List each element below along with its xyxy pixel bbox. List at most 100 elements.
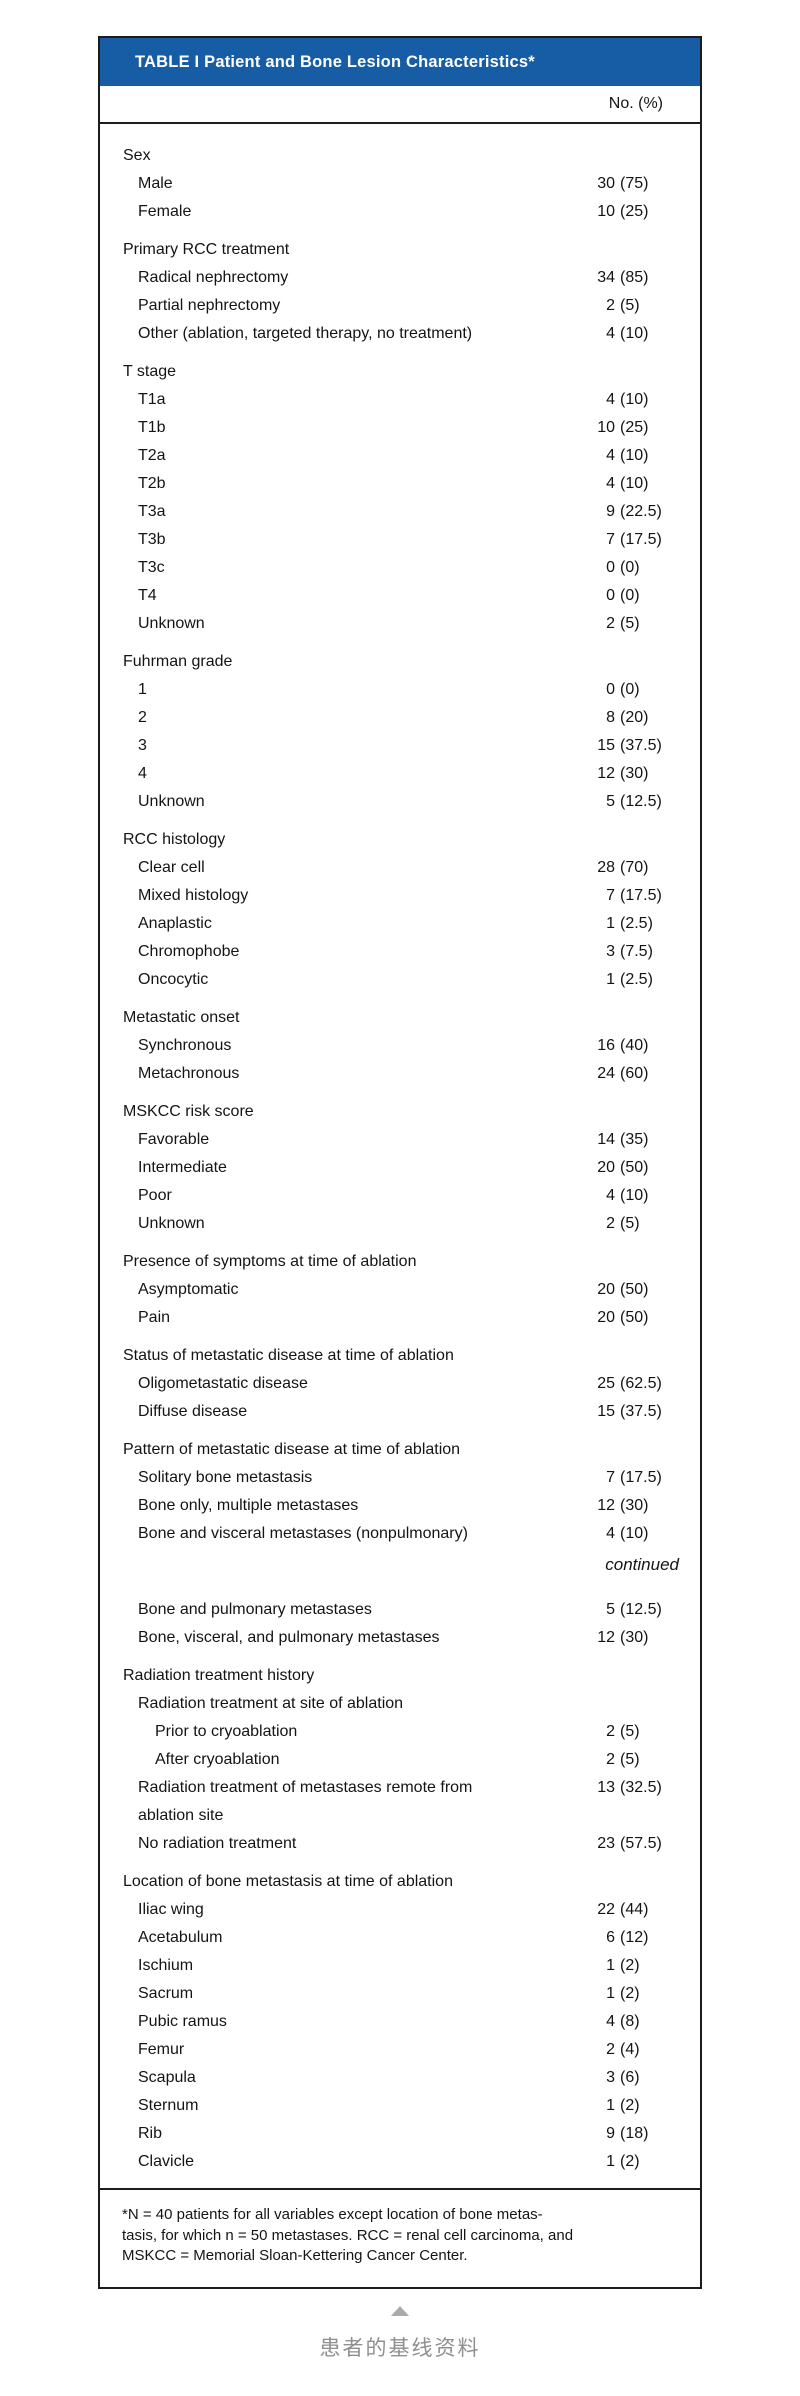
row-value: 3 (7.5) <box>589 938 681 966</box>
section-header: Metastatic onset <box>123 1009 240 1026</box>
value-percent: (57.5) <box>620 1835 662 1852</box>
table-row: T2a 4 (10) <box>100 442 700 470</box>
value-percent: (10) <box>620 475 649 492</box>
table-row: Asymptomatic 20 (50) <box>100 1276 700 1304</box>
row-label: Other (ablation, targeted therapy, no tr… <box>138 325 473 342</box>
value-count: 10 <box>597 203 615 220</box>
row-value: 9 (22.5) <box>589 498 681 526</box>
row-label: Sternum <box>138 2097 199 2114</box>
value-percent: (62.5) <box>620 1375 662 1392</box>
row-label: T2b <box>138 475 166 492</box>
table-row: Unknown 2 (5) <box>100 1210 700 1238</box>
table-section: Presence of symptoms at time of ablation… <box>100 1248 700 1332</box>
value-percent: (5) <box>620 615 640 632</box>
value-count: 4 <box>606 447 615 464</box>
value-percent: (17.5) <box>620 531 662 548</box>
row-value: 4 (10) <box>589 442 681 470</box>
value-percent: (37.5) <box>620 1403 662 1420</box>
value-percent: (2) <box>620 2153 640 2170</box>
row-value: 2 (4) <box>589 2036 681 2064</box>
row-label: Radical nephrectomy <box>138 269 289 286</box>
row-value: 2 (5) <box>589 1210 681 1238</box>
value-count: 24 <box>597 1065 615 1082</box>
row-value: 7 (17.5) <box>589 1464 681 1492</box>
row-value: 9 (18) <box>589 2120 681 2148</box>
value-count: 16 <box>597 1037 615 1054</box>
row-value: 23 (57.5) <box>589 1830 681 1858</box>
table-section: Location of bone metastasis at time of a… <box>100 1868 700 2176</box>
table-row: T2b 4 (10) <box>100 470 700 498</box>
row-value: 30 (75) <box>589 170 681 198</box>
row-label: Unknown <box>138 1215 205 1232</box>
table-section: Pattern of metastatic disease at time of… <box>100 1436 700 1652</box>
value-percent: (10) <box>620 1525 649 1542</box>
row-label: Pubic ramus <box>138 2013 227 2030</box>
row-label: Chromophobe <box>138 943 240 960</box>
table-row: Unknown 5 (12.5) <box>100 788 700 816</box>
value-count: 1 <box>606 2153 615 2170</box>
value-count: 20 <box>597 1281 615 1298</box>
table-row: Oncocytic 1 (2.5) <box>100 966 700 994</box>
row-label: Bone only, multiple metastases <box>138 1497 359 1514</box>
value-percent: (50) <box>620 1309 649 1326</box>
value-count: 23 <box>597 1835 615 1852</box>
row-label: Male <box>138 175 173 192</box>
value-percent: (0) <box>620 681 640 698</box>
row-value: 14 (35) <box>589 1126 681 1154</box>
table-row: Female 10 (25) <box>100 198 700 226</box>
table-row: Poor 4 (10) <box>100 1182 700 1210</box>
value-count: 0 <box>606 587 615 604</box>
value-count: 10 <box>597 419 615 436</box>
value-count: 2 <box>606 1215 615 1232</box>
table-row: Femur 2 (4) <box>100 2036 700 2064</box>
row-label: Rib <box>138 2125 163 2142</box>
value-percent: (12.5) <box>620 1601 662 1618</box>
value-percent: (75) <box>620 175 649 192</box>
table-row: Radical nephrectomy 34 (85) <box>100 264 700 292</box>
row-value: 4 (10) <box>589 386 681 414</box>
row-value: 12 (30) <box>589 1624 681 1652</box>
row-label: Bone and visceral metastases (nonpulmona… <box>138 1525 468 1542</box>
value-percent: (30) <box>620 765 649 782</box>
row-label: Poor <box>138 1187 172 1204</box>
row-value: 25 (62.5) <box>589 1370 681 1398</box>
value-percent: (5) <box>620 297 640 314</box>
value-percent: (17.5) <box>620 1469 662 1486</box>
value-count: 12 <box>597 765 615 782</box>
table-row: 3 15 (37.5) <box>100 732 700 760</box>
value-percent: (25) <box>620 203 649 220</box>
table-row: Clear cell 28 (70) <box>100 854 700 882</box>
value-count: 5 <box>606 1601 615 1618</box>
value-count: 2 <box>606 2041 615 2058</box>
row-label: Favorable <box>138 1131 210 1148</box>
section-header: T stage <box>123 363 177 380</box>
table-row: Oligometastatic disease 25 (62.5) <box>100 1370 700 1398</box>
table-section: Status of metastatic disease at time of … <box>100 1342 700 1426</box>
value-count: 1 <box>606 971 615 988</box>
row-value: 1 (2.5) <box>589 966 681 994</box>
row-label: Sacrum <box>138 1985 194 2002</box>
value-count: 8 <box>606 709 615 726</box>
value-percent: (2) <box>620 1957 640 1974</box>
value-count: 14 <box>597 1131 615 1148</box>
table-row: 1 0 (0) <box>100 676 700 704</box>
characteristics-table: TABLE I Patient and Bone Lesion Characte… <box>98 36 702 2289</box>
table-title: TABLE I Patient and Bone Lesion Characte… <box>135 52 535 71</box>
value-percent: (18) <box>620 2125 649 2142</box>
table-row: Bone only, multiple metastases 12 (30) <box>100 1492 700 1520</box>
value-count: 20 <box>597 1159 615 1176</box>
value-percent: (12) <box>620 1929 649 1946</box>
table-row: Rib 9 (18) <box>100 2120 700 2148</box>
value-percent: (32.5) <box>620 1779 662 1796</box>
table-row: T1b 10 (25) <box>100 414 700 442</box>
table-section: Metastatic onset Synchronous 16 (40) Metachr… <box>100 1004 700 1088</box>
table-row: No radiation treatment 23 (57.5) <box>100 1830 700 1858</box>
value-count: 1 <box>606 2097 615 2114</box>
table-section: Sex Male 30 (75) Female 10 (25) <box>100 142 700 226</box>
row-label: 4 <box>138 765 147 782</box>
row-value: 34 (85) <box>589 264 681 292</box>
table-footnote: *N = 40 patients for all variables excep… <box>100 2188 700 2287</box>
row-label: Partial nephrectomy <box>138 297 281 314</box>
continued-label: continued <box>605 1555 679 1574</box>
row-label: Unknown <box>138 793 205 810</box>
